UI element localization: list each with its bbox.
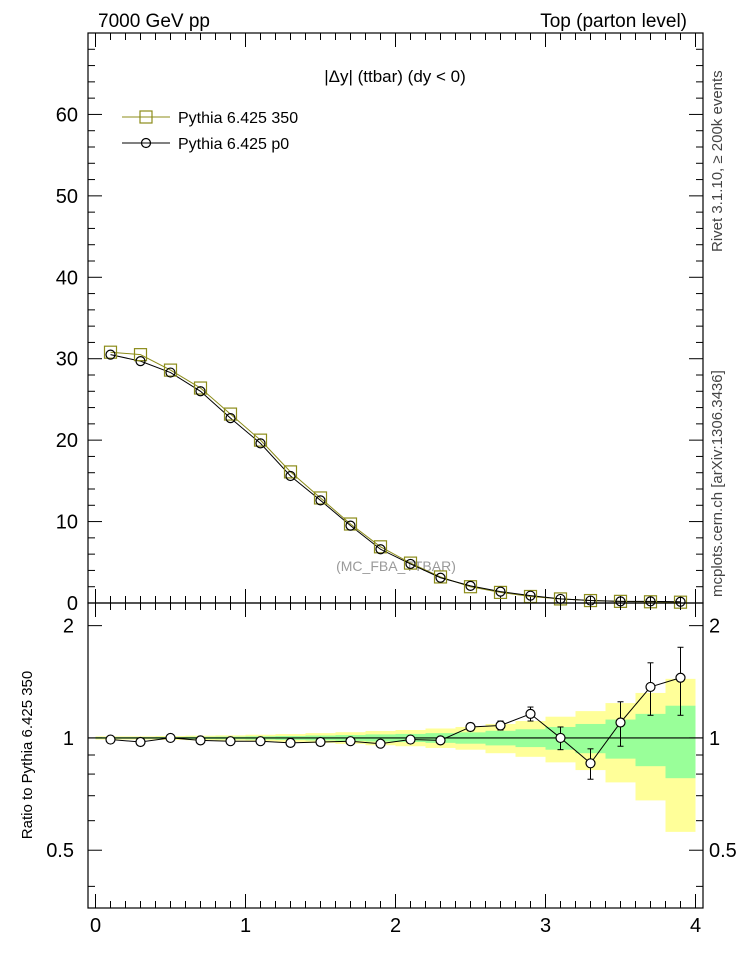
ratio-y-tick-label-right: 2	[709, 616, 720, 638]
ratio-y-tick-label-left: 1	[63, 728, 74, 750]
ratio-ticks	[88, 603, 703, 908]
main-series	[103, 345, 688, 609]
ratio-data-point	[645, 681, 656, 693]
main-y-tick-label: 20	[56, 430, 78, 452]
ratio-data-point	[135, 736, 146, 748]
data-point-350	[253, 433, 268, 447]
data-point-p0	[135, 356, 146, 367]
ratio-y-axis-label: Ratio to Pythia 6.425 350	[19, 671, 36, 839]
data-point-350	[283, 465, 298, 479]
data-point-350	[223, 407, 238, 421]
data-point-p0	[225, 413, 236, 424]
ratio-band-inner	[635, 713, 666, 767]
x-tick-label: 0	[90, 915, 101, 937]
x-tick-label: 1	[240, 915, 251, 937]
ratio-y-tick-label-left: 2	[63, 616, 74, 638]
ratio-panel: 0.5 1 2 0.5 1 2 0 1 2 3 4 Ratio to Pythia 6.425 …	[19, 602, 737, 937]
legend-label-p0: Pythia 6.425 p0	[178, 136, 289, 153]
ratio-data-point	[315, 736, 326, 748]
data-point-p0	[255, 438, 266, 449]
ratio-data-point	[345, 736, 356, 747]
analysis-watermark: (MC_FBA_TTBAR)	[336, 558, 456, 574]
data-point-p0	[495, 586, 506, 597]
ratio-data-point	[585, 758, 596, 769]
data-point-p0	[195, 386, 206, 397]
data-point-350	[193, 381, 208, 395]
data-point-p0	[345, 520, 356, 531]
ratio-data-point	[255, 736, 266, 747]
data-point-p0	[525, 590, 536, 601]
data-point-350	[403, 556, 418, 570]
ratio-data-point	[405, 734, 416, 745]
ratio-y-tick-labels-right: 0.5 1 2	[709, 616, 737, 863]
plot-title: |Δy| (ttbar) (dy < 0)	[324, 67, 466, 86]
legend: Pythia 6.425 350 Pythia 6.425 p0	[122, 110, 298, 153]
rivet-version-label: Rivet 3.1.10, ≥ 200k events	[709, 70, 726, 252]
ratio-data-point	[615, 717, 626, 728]
ratio-data-point	[525, 708, 536, 719]
x-tick-label: 4	[690, 915, 701, 937]
ratio-data-point	[375, 738, 386, 749]
x-tick-label: 3	[540, 915, 551, 937]
ratio-data-point	[195, 735, 206, 746]
data-point-350	[103, 345, 118, 359]
ratio-y-tick-label-left: 0.5	[46, 840, 74, 862]
data-point-p0	[405, 558, 416, 570]
ratio-band-inner	[665, 705, 696, 779]
main-panel: 0 10 20 30 40 50 60 |Δy| (ttbar) (dy < 0) (MC_…	[56, 32, 704, 615]
data-point-p0	[435, 572, 446, 583]
mcplots-label: mcplots.cern.ch [arXiv:1306.3436]	[709, 370, 726, 597]
main-y-tick-label: 10	[56, 512, 78, 534]
header-left: 7000 GeV pp	[98, 11, 210, 32]
data-point-350	[313, 491, 328, 505]
data-point-p0	[375, 544, 386, 555]
ratio-y-tick-label-right: 0.5	[709, 840, 737, 862]
ratio-data-point	[675, 672, 686, 683]
data-point-p0	[315, 495, 326, 506]
data-point-p0	[105, 349, 116, 360]
header-right: Top (parton level)	[540, 11, 687, 32]
data-point-350	[163, 363, 178, 377]
data-point-p0	[165, 367, 176, 378]
ratio-y-tick-label-right: 1	[709, 728, 720, 750]
ratio-series	[105, 646, 686, 780]
data-point-350	[433, 570, 448, 584]
ratio-data-point	[165, 732, 176, 744]
ratio-data-point	[225, 736, 236, 747]
ratio-data-point	[495, 720, 506, 731]
ratio-data-point	[555, 732, 566, 744]
main-y-tick-label: 50	[56, 186, 78, 208]
ratio-x-tick-labels: 0 1 2 3 4	[90, 915, 701, 937]
main-y-tick-label: 30	[56, 349, 78, 371]
x-tick-label: 2	[390, 915, 401, 937]
ratio-data-point	[465, 721, 476, 733]
legend-circle-marker	[140, 137, 152, 149]
ratio-data-point	[285, 737, 296, 748]
ratio-y-tick-labels-left: 0.5 1 2	[46, 616, 74, 863]
data-point-350	[373, 540, 388, 554]
main-y-tick-label: 0	[67, 593, 78, 615]
data-point-350	[463, 580, 478, 594]
ratio-uncertainty-bands	[95, 678, 696, 832]
data-point-350	[493, 585, 508, 600]
data-point-p0	[465, 580, 476, 592]
main-y-tick-label: 60	[56, 104, 78, 126]
data-point-350	[133, 348, 148, 362]
legend-square-marker	[139, 110, 153, 124]
ratio-data-point	[435, 735, 446, 746]
legend-label-350: Pythia 6.425 350	[178, 110, 298, 127]
ratio-data-point	[105, 734, 116, 745]
main-y-tick-labels: 0 10 20 30 40 50 60	[56, 104, 78, 615]
data-point-p0	[285, 470, 296, 482]
main-y-tick-label: 40	[56, 267, 78, 289]
